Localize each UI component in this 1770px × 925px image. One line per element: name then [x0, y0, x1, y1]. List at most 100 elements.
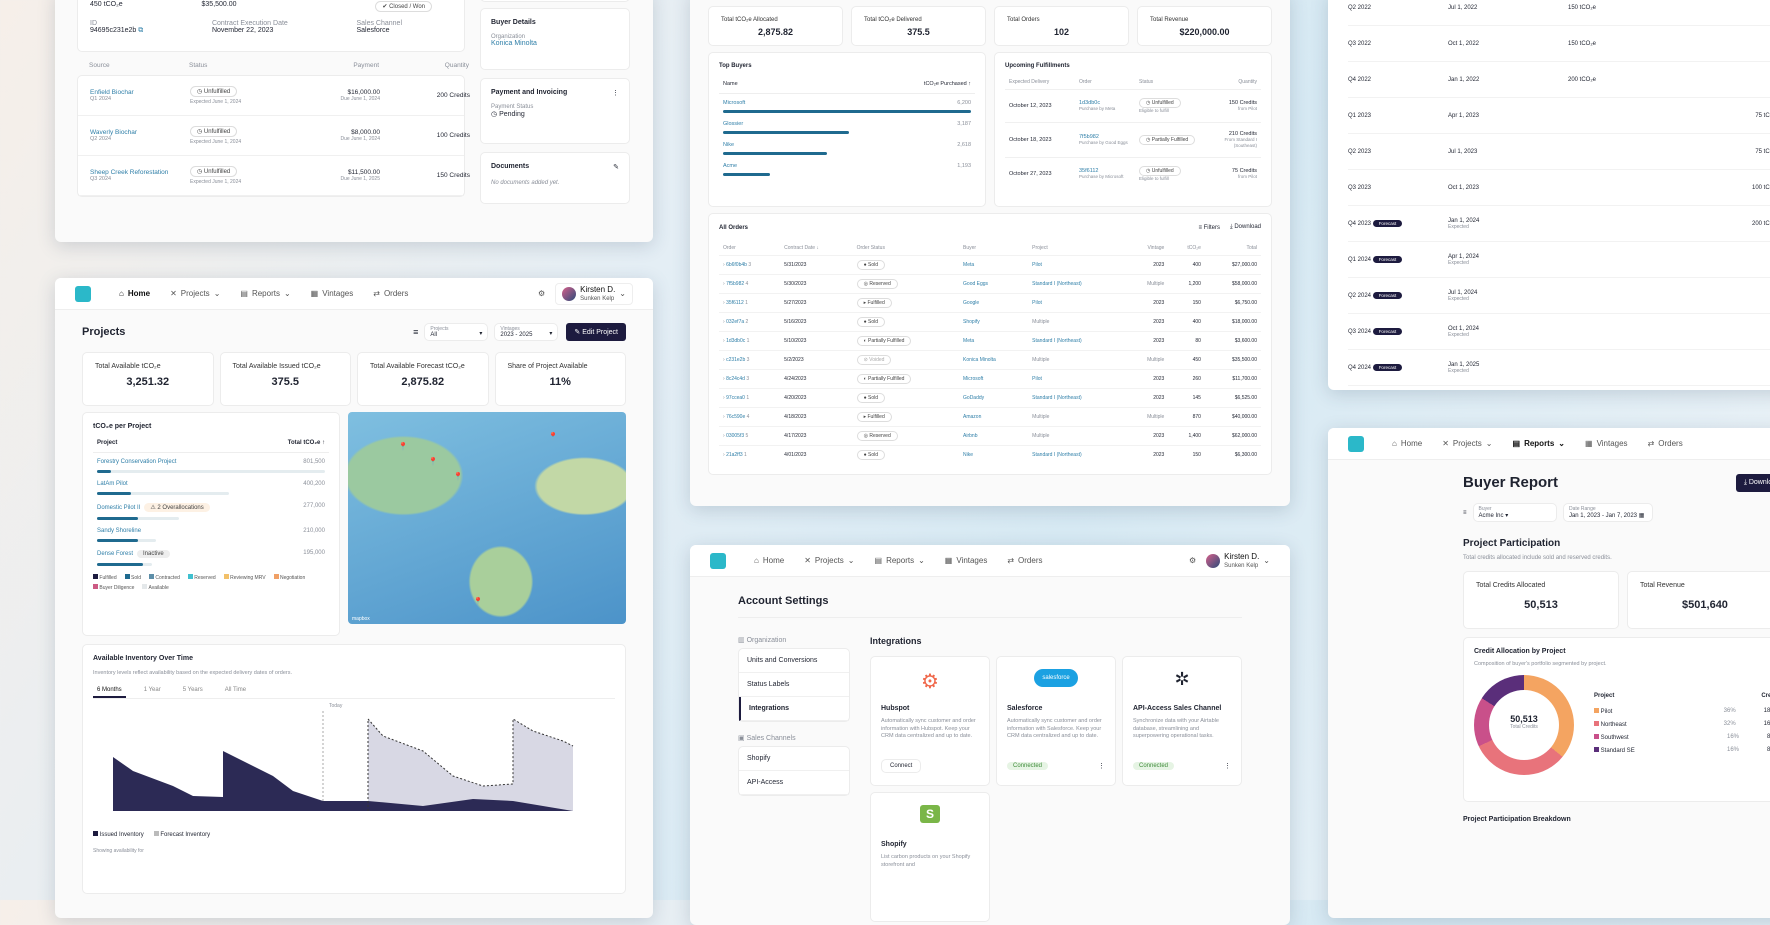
nav-orders[interactable]: ⇄ Orders	[1647, 439, 1683, 448]
fulfillment-row[interactable]: October 12, 2023 1d3db0c Purchase by Meta …	[1005, 89, 1261, 122]
vintage-row[interactable]: Q1 2023 Apr 1, 2023 75 tCO₂e	[1348, 98, 1770, 134]
gear-icon[interactable]: ⚙	[538, 289, 546, 298]
nav-projects[interactable]: ✕ Projects ⌄	[170, 289, 221, 298]
vintage-row[interactable]: Q1 2024 Forecast Apr 1, 2024 Expected	[1348, 242, 1770, 278]
order-link[interactable]: 6b6f0b4b	[726, 262, 747, 268]
buyer-row[interactable]: Acme 1,193	[719, 157, 975, 178]
buyer-row[interactable]: Nike 2,618	[719, 136, 975, 157]
expand-icon[interactable]: ›	[723, 319, 725, 325]
vintage-row[interactable]: Q3 2022 Oct 1, 2022 150 tCO₂e	[1348, 26, 1770, 62]
order-row[interactable]: › 03005f3 5 4/17/2023 ◎ Reserved Airbnb …	[719, 426, 1261, 446]
nav-reports[interactable]: ▤ Reports ⌄	[240, 289, 291, 298]
source-link[interactable]: Sheep Creek Reforestation	[90, 169, 169, 176]
gear-icon[interactable]: ⚙	[1189, 556, 1197, 565]
order-link[interactable]: 7f5b982	[1079, 134, 1099, 140]
settings-nav-item[interactable]: API-Access	[739, 771, 849, 795]
nav-vintages[interactable]: ▦ Vintages	[310, 289, 354, 298]
order-link[interactable]: 1d3db0c	[726, 338, 746, 344]
nav-projects[interactable]: ✕ Projects ⌄	[804, 556, 855, 565]
expand-icon[interactable]: ›	[723, 281, 725, 287]
settings-nav-item[interactable]: Integrations	[739, 697, 849, 721]
edit-icon[interactable]: ✎	[613, 164, 619, 171]
buyer-select[interactable]: Buyer Acme Inc ▾	[1472, 503, 1557, 522]
app-logo[interactable]	[1348, 435, 1364, 452]
order-link[interactable]: 97ccea0	[726, 395, 745, 401]
nav-home[interactable]: ⌂ Home	[754, 556, 785, 565]
buyer-link[interactable]: Nike	[723, 142, 735, 148]
range-tab[interactable]: 5 Years	[182, 687, 203, 693]
expand-icon[interactable]: ›	[723, 452, 725, 458]
order-row[interactable]: › 032ef7a 2 5/16/2023 ● Sold Shopify Mul…	[719, 312, 1261, 332]
project-row[interactable]: Domestic Pilot II ⚠ 2 Overallocations 277,…	[93, 497, 329, 522]
vintage-row[interactable]: Q2 2022 Jul 1, 2022 150 tCO₂e	[1348, 0, 1770, 26]
nav-projects[interactable]: ✕ Projects ⌄	[1442, 439, 1493, 448]
order-row[interactable]: › 76c590e 4 4/18/2023 ▸ Fulfilled Amazon…	[719, 407, 1261, 427]
order-link[interactable]: 35f6112	[1079, 168, 1099, 174]
more-icon[interactable]: ⋮	[1098, 763, 1105, 770]
expand-icon[interactable]: ›	[723, 300, 725, 306]
order-row[interactable]: › 35f6112 1 5/27/2023 ▸ Fulfilled Google…	[719, 293, 1261, 313]
more-icon[interactable]: ⋮	[612, 90, 619, 97]
vintage-row[interactable]: Q3 2023 Oct 1, 2023 100 tCO₂e	[1348, 170, 1770, 206]
source-link[interactable]: Enfield Biochar	[90, 89, 134, 96]
filters-button[interactable]: ≡ Filters	[1198, 224, 1220, 231]
project-link[interactable]: Dense Forest	[97, 551, 134, 557]
connect-button[interactable]: Connect	[881, 759, 922, 773]
settings-nav-item[interactable]: Status Labels	[739, 673, 849, 697]
nav-vintages[interactable]: ▦ Vintages	[944, 556, 988, 565]
download-button[interactable]: ⤓ Download	[1229, 224, 1261, 230]
integration-card[interactable]: S Shopify List carbon products on your S…	[870, 792, 990, 922]
order-link[interactable]: 76c590e	[726, 414, 746, 420]
expand-icon[interactable]: ›	[723, 433, 725, 439]
order-link[interactable]: 1d3db0c	[1079, 100, 1101, 106]
range-tab[interactable]: 6 Months	[93, 684, 126, 698]
settings-nav-item[interactable]: Shopify	[739, 747, 849, 771]
line-item-row[interactable]: Waverly Biochar Q2 2024 ◷ Unfulfilled Expe…	[78, 116, 470, 156]
order-row[interactable]: › 7f5b982 4 5/30/2023 ◎ Reserved Good Eg…	[719, 274, 1261, 294]
order-link[interactable]: 35f6112	[726, 300, 744, 306]
user-menu[interactable]: Kirsten D. Sunken Kelp ⌄	[555, 282, 633, 305]
vintage-row[interactable]: Q4 2023 Forecast Jan 1, 2024 Expected 200…	[1348, 206, 1770, 242]
vintage-row[interactable]: Q4 2024 Forecast Jan 1, 2025 Expected	[1348, 350, 1770, 386]
range-tab[interactable]: 1 Year	[143, 687, 161, 693]
nav-home[interactable]: ⌂ Home	[1392, 439, 1423, 448]
fulfillment-row[interactable]: October 27, 2023 35f6112 Purchase by Micro…	[1005, 157, 1261, 190]
source-link[interactable]: Waverly Biochar	[90, 129, 138, 136]
project-link[interactable]: Forestry Conservation Project	[97, 459, 177, 465]
order-link[interactable]: 03005f3	[726, 433, 745, 439]
project-row[interactable]: Forestry Conservation Project 801,500	[93, 453, 329, 475]
order-link[interactable]: 032ef7a	[726, 319, 745, 325]
date-range-input[interactable]: Date Range Jan 1, 2023 - Jan 7, 2023 ▦	[1562, 503, 1653, 522]
vintage-row[interactable]: Q4 2022 Jan 1, 2022 200 tCO₂e	[1348, 62, 1770, 98]
nav-reports[interactable]: ▤ Reports ⌄	[1512, 439, 1566, 448]
order-row[interactable]: › 97ccea0 1 4/20/2023 ● Sold GoDaddy Sta…	[719, 388, 1261, 408]
order-row[interactable]: › 21a2ff3 1 4/01/2023 ● Sold Nike Standa…	[719, 445, 1261, 465]
integration-card[interactable]: ✲ API-Access Sales Channel Synchronize d…	[1122, 656, 1242, 786]
order-row[interactable]: › 1d3db0c 1 5/10/2023 ◐ Partially Fulfil…	[719, 331, 1261, 351]
nav-vintages[interactable]: ▦ Vintages	[1585, 439, 1628, 448]
buyer-link[interactable]: Microsoft	[723, 100, 746, 106]
projects-select[interactable]: Projects All ▾	[424, 323, 489, 341]
order-id[interactable]: 94695c231e2b ⧉	[90, 27, 144, 34]
more-icon[interactable]: ⋮	[1224, 763, 1231, 770]
project-row[interactable]: Dense Forest Inactive 195,000	[93, 544, 329, 568]
filter-icon[interactable]: ≡	[413, 327, 419, 337]
line-item-row[interactable]: Enfield Biochar Q1 2024 ◷ Unfulfilled Expe…	[78, 76, 470, 116]
expand-icon[interactable]: ›	[723, 376, 725, 382]
settings-nav-item[interactable]: Units and Conversions	[739, 649, 849, 673]
vintage-row[interactable]: Q2 2024 Forecast Jul 1, 2024 Expected	[1348, 278, 1770, 314]
expand-icon[interactable]: ›	[723, 338, 725, 344]
user-menu[interactable]: Kirsten D. Sunken Kelp ⌄	[1206, 552, 1270, 569]
integration-card[interactable]: salesforce Salesforce Automatically sync…	[996, 656, 1116, 786]
expand-icon[interactable]: ›	[723, 395, 725, 401]
expand-icon[interactable]: ›	[723, 262, 725, 268]
order-row[interactable]: › c231e2b 3 5/2/2023 ⊘ Voided Konica Min…	[719, 350, 1261, 370]
filter-icon[interactable]: ≡	[1463, 509, 1467, 516]
project-link[interactable]: LatAm Pilot	[97, 481, 128, 487]
nav-orders[interactable]: ⇄ Orders	[373, 289, 409, 298]
order-link[interactable]: 21a2ff3	[726, 452, 743, 458]
project-link[interactable]: Sandy Shoreline	[97, 528, 142, 534]
buyer-row[interactable]: Microsoft 6,200	[719, 94, 975, 115]
project-row[interactable]: LatAm Pilot 400,200	[93, 475, 329, 497]
project-link[interactable]: Domestic Pilot II	[97, 505, 141, 511]
